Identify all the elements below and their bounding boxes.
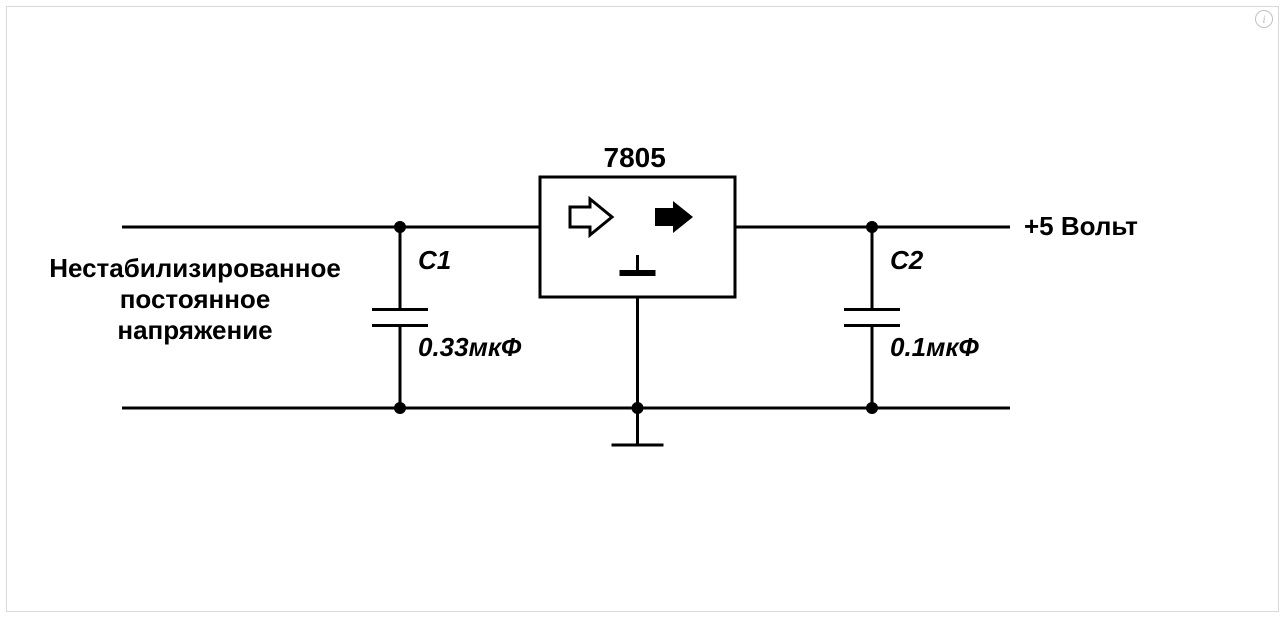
c2-value-label: 0.1мкФ: [890, 332, 979, 363]
input-voltage-label: Нестабилизированноепостоянноенапряжение: [30, 253, 360, 347]
c1-value-label: 0.33мкФ: [418, 332, 521, 363]
output-voltage-label: +5 Вольт: [1024, 211, 1138, 242]
ic-label: 7805: [604, 141, 666, 175]
c2-name-label: C2: [890, 245, 923, 276]
c1-name-label: C1: [418, 245, 451, 276]
